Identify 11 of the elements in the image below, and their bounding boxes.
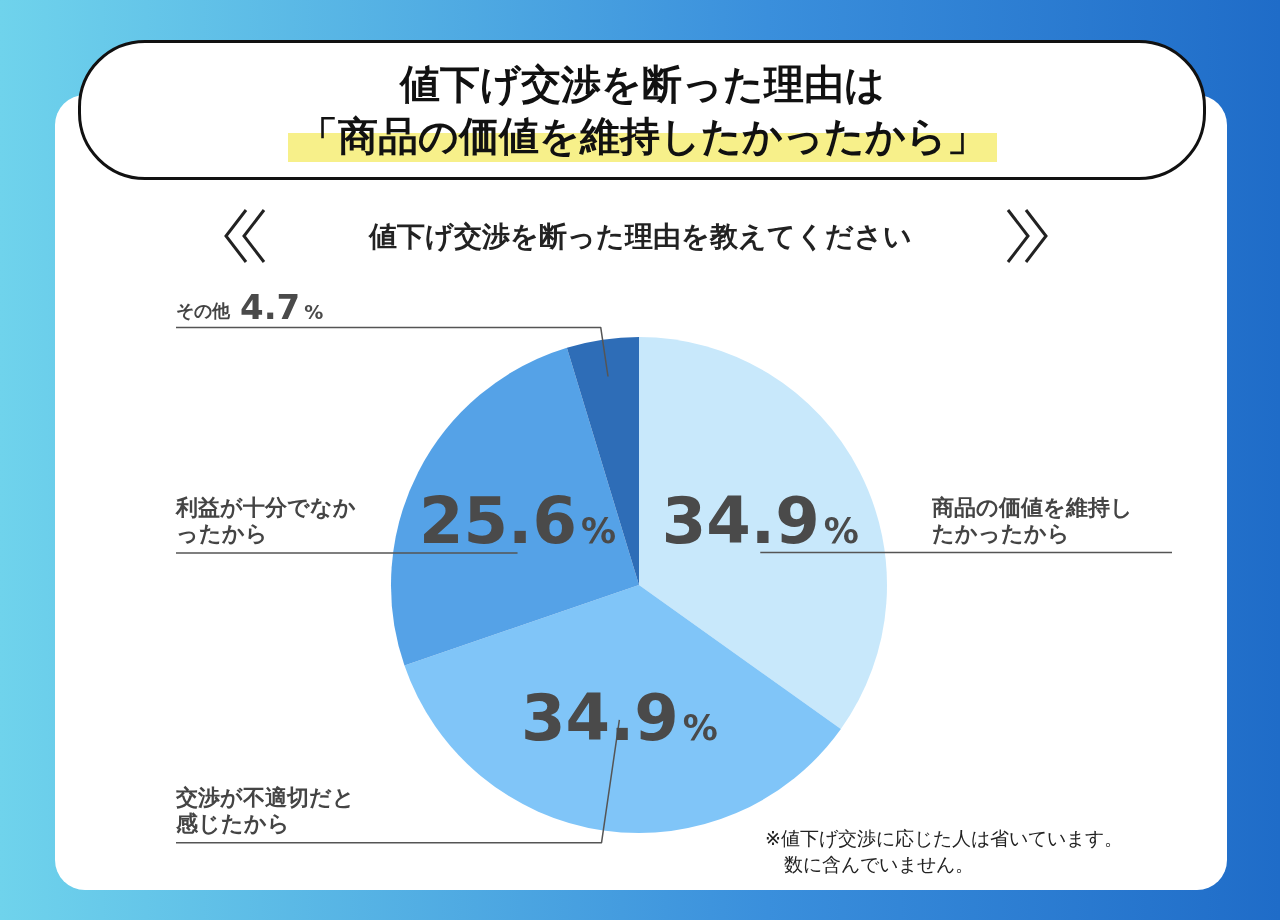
data-label: 34.9% — [661, 483, 859, 558]
slice-label: その他 — [176, 300, 231, 322]
data-label: 4.7% — [240, 287, 324, 328]
slice-label: 商品の価値を維持したかったから — [931, 494, 1133, 546]
slice-label: 利益が十分でなかったから — [175, 494, 356, 546]
text: ※値下げ交渉に応じた人は省いています。数に含んでいません。 — [765, 826, 1123, 877]
slice-label: 交渉が不適切だと感じたから — [175, 784, 355, 836]
chart-subtitle: 値下げ交渉を断った理由を教えてください — [367, 219, 913, 255]
data-label: 25.6% — [419, 483, 617, 558]
data-label: 34.9% — [520, 680, 718, 755]
chart-title: 値下げ交渉を断った理由は「商品の価値を維持したかったから」 — [296, 60, 988, 161]
